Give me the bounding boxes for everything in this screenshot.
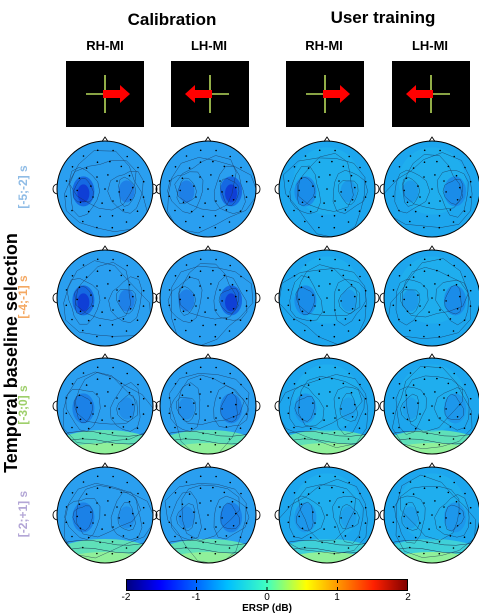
- group-title-calibration: Calibration: [127, 10, 217, 29]
- topoplot-row1-col2: [155, 136, 261, 238]
- column-label-training-rh-mi: RH-MI: [305, 38, 343, 53]
- arrow-left-icon: [406, 85, 433, 103]
- topoplot-row3-col4: [379, 353, 479, 455]
- colorbar-label: ERSP (dB): [242, 603, 292, 614]
- cue-image-left-arrow: [171, 61, 249, 127]
- topoplot-row1-col1: [52, 136, 158, 238]
- colorbar: [126, 579, 408, 591]
- colorbar-tick: -1: [191, 592, 201, 603]
- colorbar-tick: -2: [121, 592, 131, 603]
- topoplot-row4-col2: [155, 462, 261, 564]
- arrow-left-icon: [185, 85, 212, 103]
- topoplot-row4-col3: [274, 462, 380, 564]
- cue-image-left-arrow: [392, 61, 470, 127]
- column-label-training-lh-mi: LH-MI: [411, 38, 449, 53]
- topoplot-row3-col2: [155, 353, 261, 455]
- topoplot-row3-col3: [274, 353, 380, 455]
- topoplot-row1-col3: [274, 136, 380, 238]
- column-label-calibration-rh-mi: RH-MI: [86, 38, 124, 53]
- topoplot-row4-col4: [379, 462, 479, 564]
- topography-grid: [52, 136, 479, 564]
- colorbar-tick: 2: [405, 592, 411, 603]
- colorbar-tick: 1: [334, 592, 340, 603]
- topoplot-row1-col4: [379, 136, 479, 238]
- topoplot-row4-col1: [52, 462, 158, 564]
- cue-image-right-arrow: [66, 61, 144, 127]
- column-label-calibration-lh-mi: LH-MI: [190, 38, 228, 53]
- topoplot-row3-col1: [52, 353, 158, 455]
- arrow-right-icon: [103, 85, 130, 103]
- topoplot-row2-col4: [379, 245, 479, 347]
- cue-image-right-arrow: [286, 61, 364, 127]
- group-title-user-training: User training: [330, 8, 436, 27]
- arrow-right-icon: [323, 85, 350, 103]
- topoplot-row2-col3: [274, 245, 380, 347]
- colorbar-tick: 0: [264, 592, 270, 603]
- topoplot-row2-col2: [155, 245, 261, 347]
- topoplot-row2-col1: [52, 245, 158, 347]
